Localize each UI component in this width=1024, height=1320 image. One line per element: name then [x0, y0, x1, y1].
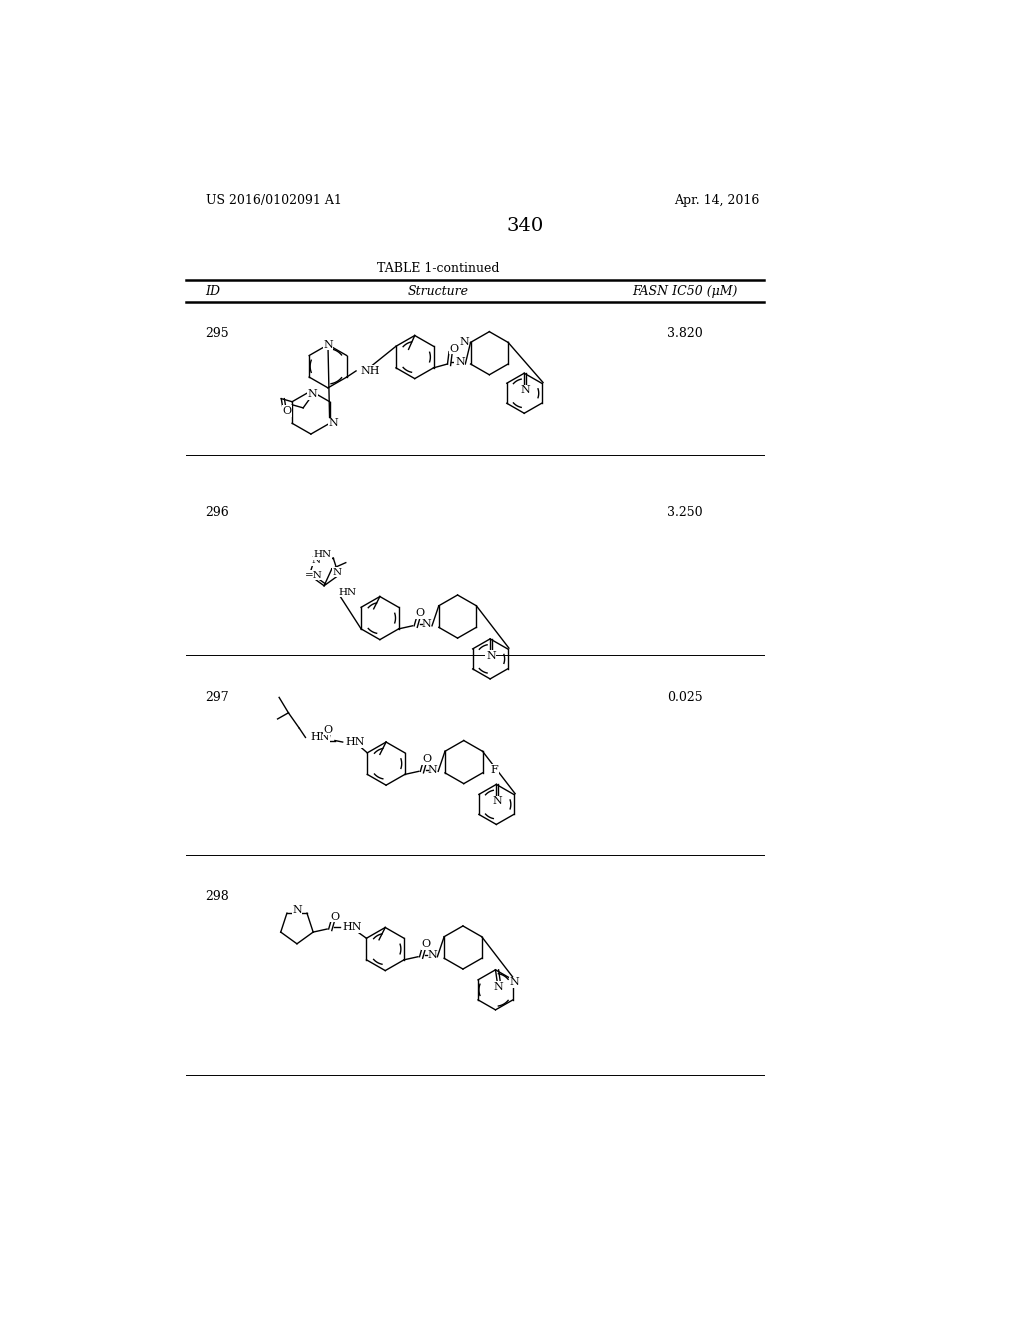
Text: N: N [460, 338, 469, 347]
Text: NH: NH [360, 366, 380, 376]
Text: O: O [421, 940, 430, 949]
Text: N: N [494, 982, 504, 991]
Text: N: N [422, 619, 431, 630]
Text: 297: 297 [206, 690, 229, 704]
Text: N: N [510, 977, 519, 987]
Text: 295: 295 [206, 327, 229, 341]
Text: US 2016/0102091 A1: US 2016/0102091 A1 [206, 194, 341, 207]
Text: FASN IC50 (μM): FASN IC50 (μM) [632, 285, 737, 298]
Text: Apr. 14, 2016: Apr. 14, 2016 [674, 194, 760, 207]
Text: N: N [427, 950, 437, 960]
Text: 298: 298 [206, 890, 229, 903]
Text: O: O [331, 912, 339, 921]
Text: N: N [324, 339, 333, 350]
Text: TABLE 1-continued: TABLE 1-continued [377, 261, 500, 275]
Text: 3.250: 3.250 [667, 506, 702, 519]
Text: N: N [486, 651, 496, 661]
Text: N: N [329, 418, 339, 428]
Text: HN: HN [310, 733, 330, 742]
Text: N: N [428, 764, 437, 775]
Text: =N: =N [305, 570, 323, 579]
Text: O: O [283, 407, 291, 416]
Text: 296: 296 [206, 506, 229, 519]
Text: HN: HN [346, 737, 366, 747]
Text: N: N [312, 557, 322, 565]
Text: N: N [520, 385, 529, 395]
Text: 340: 340 [506, 218, 544, 235]
Text: N: N [455, 358, 465, 367]
Text: O: O [450, 343, 459, 354]
Text: O: O [416, 609, 425, 619]
Text: O: O [422, 754, 431, 764]
Text: ID: ID [206, 285, 220, 298]
Text: N: N [333, 568, 342, 577]
Text: Structure: Structure [408, 285, 469, 298]
Text: O: O [324, 725, 333, 735]
Text: N: N [493, 796, 502, 807]
Text: 3.820: 3.820 [667, 327, 702, 341]
Text: F: F [490, 764, 498, 775]
Text: HN: HN [343, 923, 362, 932]
Text: N: N [292, 906, 302, 915]
Text: HN: HN [313, 550, 332, 560]
Text: 0.025: 0.025 [667, 690, 702, 704]
Text: HN: HN [339, 587, 357, 597]
Text: N: N [307, 389, 317, 399]
